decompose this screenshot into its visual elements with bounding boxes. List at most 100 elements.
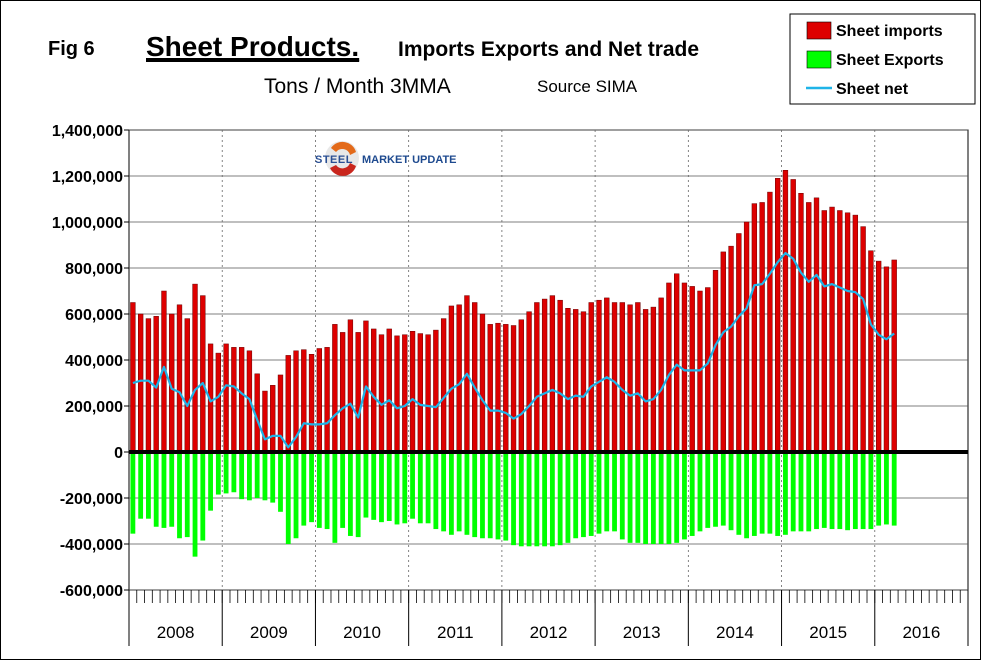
import-bar xyxy=(386,328,392,453)
export-bar xyxy=(689,452,695,536)
year-label: 2016 xyxy=(902,623,940,642)
import-bar xyxy=(192,283,198,453)
export-bar xyxy=(177,452,182,539)
import-bar xyxy=(876,260,882,453)
export-bar xyxy=(720,452,726,526)
export-bar xyxy=(682,452,687,540)
chart-title-main: Sheet Products. xyxy=(146,31,359,62)
import-bar xyxy=(743,221,750,453)
y-tick-label: 800,000 xyxy=(65,261,123,278)
import-bar xyxy=(666,282,672,453)
import-bar xyxy=(712,270,719,453)
import-bar xyxy=(728,245,734,453)
import-bar xyxy=(580,311,587,453)
import-bar xyxy=(604,297,610,453)
import-bar xyxy=(371,328,377,453)
export-bar xyxy=(876,452,882,526)
export-bar xyxy=(518,452,524,547)
import-bar xyxy=(324,347,330,453)
export-bar xyxy=(231,452,237,493)
export-bar xyxy=(627,452,633,543)
export-bar xyxy=(767,452,773,534)
export-bar xyxy=(332,452,338,543)
import-bar xyxy=(448,305,455,453)
export-bar xyxy=(612,452,617,532)
export-bar xyxy=(713,452,718,527)
import-bar xyxy=(503,324,509,453)
import-bar xyxy=(200,295,206,453)
import-bar xyxy=(611,302,618,453)
year-label: 2008 xyxy=(157,623,195,642)
import-bar xyxy=(425,334,431,453)
import-bar xyxy=(775,178,781,453)
export-bar xyxy=(821,452,827,528)
export-bar xyxy=(441,452,447,532)
import-bar xyxy=(596,299,602,453)
export-bar xyxy=(573,452,579,539)
export-bar xyxy=(775,452,781,536)
export-bar xyxy=(153,452,159,527)
import-bar xyxy=(316,348,322,453)
export-bar xyxy=(146,452,151,519)
export-bar xyxy=(433,452,439,530)
export-bar xyxy=(324,452,330,530)
year-label: 2015 xyxy=(809,623,847,642)
import-bar xyxy=(479,313,486,453)
exports-bars xyxy=(130,452,897,557)
export-bar xyxy=(705,452,711,528)
year-grid-lines xyxy=(221,130,876,590)
export-bar xyxy=(247,452,252,501)
export-bar xyxy=(526,452,532,547)
import-bar xyxy=(510,325,517,453)
export-bar xyxy=(371,452,377,520)
export-bar xyxy=(464,452,470,535)
import-bar xyxy=(813,197,820,453)
export-bar xyxy=(239,452,245,500)
import-bar xyxy=(137,313,144,453)
year-label: 2012 xyxy=(530,623,568,642)
import-bar xyxy=(541,298,548,453)
year-label: 2010 xyxy=(343,623,381,642)
import-bar xyxy=(518,319,524,453)
logo-word-steel: STEEL xyxy=(315,154,353,166)
export-bar xyxy=(316,452,322,528)
export-bar xyxy=(386,452,392,521)
import-bar xyxy=(130,302,136,453)
import-bar xyxy=(402,334,408,453)
x-axis: 2008 2009 2010 2011 2012 2013 2014 2015 2016 xyxy=(128,590,969,646)
y-tick-label: 1,000,000 xyxy=(52,215,123,232)
import-bar xyxy=(184,318,190,453)
export-bar xyxy=(542,452,548,547)
import-bar xyxy=(759,202,765,453)
logo-arc-orange xyxy=(331,141,356,155)
export-bar xyxy=(697,452,703,532)
import-bar xyxy=(588,302,594,453)
export-bar xyxy=(852,452,858,530)
import-bar xyxy=(487,324,493,453)
import-bar xyxy=(347,319,354,453)
import-bar xyxy=(767,191,773,453)
import-bar xyxy=(526,311,532,453)
export-bar xyxy=(557,452,563,546)
export-bar xyxy=(363,452,369,518)
export-bar xyxy=(814,452,819,530)
export-bar xyxy=(215,452,221,495)
import-bar xyxy=(689,286,695,453)
export-bar xyxy=(208,452,213,511)
legend: Sheet imports Sheet Exports Sheet net xyxy=(789,13,976,105)
import-bar xyxy=(495,322,501,453)
export-bar xyxy=(604,452,610,532)
export-bar xyxy=(192,452,198,557)
import-bar xyxy=(681,282,688,453)
import-bar xyxy=(650,306,657,453)
import-bar xyxy=(852,214,859,453)
import-bar xyxy=(456,304,462,453)
export-bar xyxy=(549,452,555,547)
export-bar xyxy=(728,452,734,531)
y-tick-label: 1,200,000 xyxy=(52,169,123,186)
export-bar xyxy=(417,452,423,524)
legend-swatch-imports xyxy=(806,21,832,40)
import-bar xyxy=(697,290,703,453)
import-bar xyxy=(790,179,796,453)
import-bar xyxy=(238,347,245,453)
